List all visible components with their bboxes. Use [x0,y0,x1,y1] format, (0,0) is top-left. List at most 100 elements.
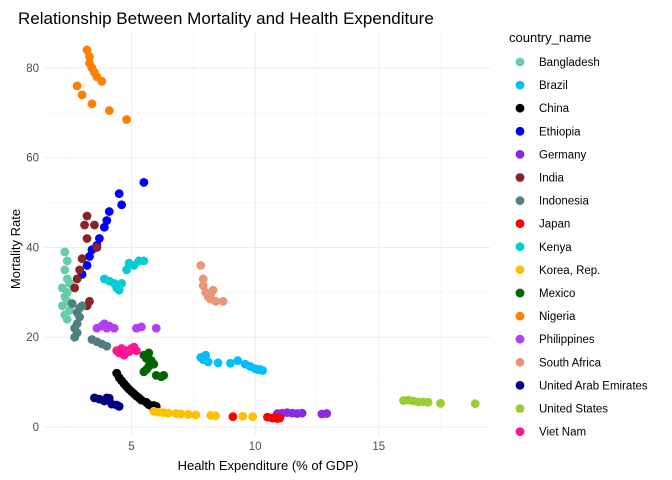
point-ethiopia [99,222,109,232]
point-united-arab-emirates [114,401,124,411]
point-philippines [109,323,119,333]
point-brazil [226,358,235,368]
x-tick-label: 15 [372,441,385,453]
point-south-africa [218,296,228,306]
point-south-africa [198,281,208,291]
point-ethiopia [114,189,124,199]
legend-key-south-africa [515,357,525,367]
point-ethiopia [82,261,92,270]
legend-label-ethiopia: Ethiopia [539,126,581,138]
y-axis-title: Mortality Rate [8,209,23,289]
legend-key-brazil [515,80,525,90]
point-viet-nam [132,346,141,356]
point-korea-rep [183,410,193,419]
legend-label-korea-rep: Korea, Rep. [539,265,600,277]
legend-label-germany: Germany [539,149,587,161]
chart-title: Relationship Between Mortality and Healt… [18,9,434,28]
legend-key-united-arab-emirates [515,381,525,390]
point-united-states [436,398,445,408]
point-germany [297,408,307,418]
point-bangladesh [62,256,72,266]
legend-label-nigeria: Nigeria [539,311,576,323]
point-india [77,254,87,264]
point-india [80,220,89,230]
point-india [82,211,92,221]
legend-key-philippines [515,334,525,344]
legend-label-brazil: Brazil [539,80,568,92]
legend-key-korea-rep [515,265,525,275]
legend-key-viet-nam [515,427,525,436]
point-japan [275,413,285,423]
point-nigeria [77,90,87,100]
legend-key-germany [515,150,525,159]
point-indonesia [72,319,82,329]
point-philippines [102,323,112,333]
point-japan [228,412,238,422]
legend-key-india [515,173,525,182]
point-ethiopia [85,252,94,261]
point-ethiopia [102,216,112,225]
point-ethiopia [104,207,114,216]
legend-key-mexico [515,288,525,298]
legend-label-kenya: Kenya [539,242,572,254]
point-india [82,234,92,243]
legend-label-japan: Japan [539,219,570,231]
legend-label-south-africa: South Africa [539,357,602,369]
y-tick-label: 60 [26,153,39,165]
point-korea-rep [211,411,220,421]
point-bangladesh [60,247,70,257]
legend-key-bangladesh [515,57,525,67]
point-philippines [151,323,161,333]
point-mexico [144,348,154,358]
point-korea-rep [248,412,258,422]
point-india [75,265,85,275]
point-bangladesh [62,314,72,324]
point-brazil [233,356,243,365]
point-bangladesh [65,305,75,315]
point-ethiopia [94,234,104,243]
legend-label-bangladesh: Bangladesh [539,57,600,69]
point-mexico [159,371,169,380]
point-korea-rep [238,411,248,421]
point-nigeria [97,76,107,86]
x-axis-title: Health Expenditure (% of GDP) [178,458,359,473]
point-mexico [139,367,149,377]
y-tick-label: 0 [33,422,39,434]
point-brazil [203,357,213,367]
point-south-africa [196,261,206,270]
point-india [70,283,80,293]
plot-area: 5 10 15 0 20 40 60 80 [26,32,490,453]
legend-key-china [515,103,525,113]
point-south-africa [211,296,220,306]
point-india [72,274,82,284]
legend: country_name Bangladesh Brazil China Ethiop… [509,30,648,439]
legend-key-ethiopia [515,126,525,136]
point-indonesia [77,301,87,311]
point-germany [322,409,332,418]
point-korea-rep [191,410,201,420]
point-nigeria [82,45,92,55]
legend-key-kenya [515,242,525,252]
point-brazil [213,358,223,368]
point-bangladesh [62,287,72,297]
legend-label-united-arab-emirates: United Arab Emirates [539,380,648,392]
y-tick-label: 20 [26,332,39,344]
point-south-africa [208,285,218,295]
point-korea-rep [176,409,186,419]
point-indonesia [102,341,112,351]
legend-label-mexico: Mexico [539,288,575,300]
point-nigeria [85,52,94,62]
point-india [92,243,102,252]
legend-label-philippines: Philippines [539,334,595,346]
point-kenya [114,285,124,295]
x-tick-label: 5 [128,441,134,453]
point-ethiopia [117,200,127,210]
legend-label-india: India [539,173,565,185]
point-south-africa [198,274,208,284]
legend-label-united-states: United States [539,404,608,416]
legend-key-japan [515,219,525,229]
point-bangladesh [60,265,70,275]
point-nigeria [87,99,97,109]
point-nigeria [104,106,114,115]
